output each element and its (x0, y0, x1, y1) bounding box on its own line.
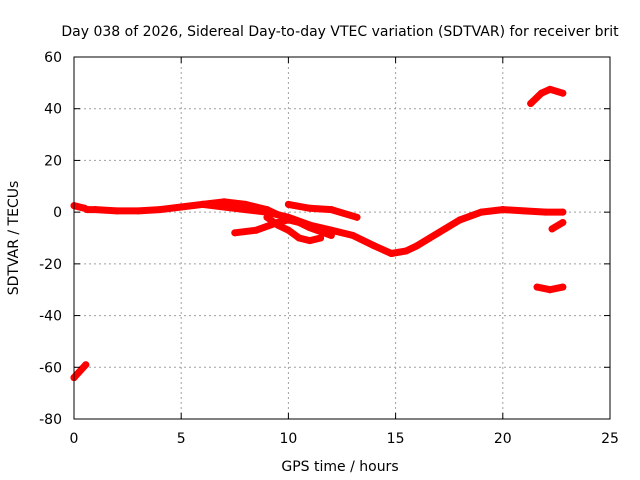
plot-area (70, 85, 567, 382)
data-point (284, 226, 292, 234)
data-point (546, 85, 554, 93)
data-point (220, 198, 228, 206)
data-point (542, 208, 550, 216)
x-tick-label: 25 (601, 431, 619, 447)
data-point (559, 218, 567, 226)
data-point (370, 242, 378, 250)
data-point (413, 242, 421, 250)
y-tick-label: -80 (39, 412, 62, 428)
data-point (477, 208, 485, 216)
data-point (548, 225, 556, 233)
x-tick-label: 0 (70, 431, 79, 447)
x-tick-label: 5 (177, 431, 186, 447)
data-point (533, 283, 541, 291)
data-point (527, 100, 535, 108)
data-point (434, 229, 442, 237)
x-tick-label: 15 (387, 431, 405, 447)
series-line-arc-late-morning (284, 200, 361, 221)
y-tick-label: 40 (44, 102, 62, 118)
data-point (199, 200, 207, 208)
data-point (81, 204, 89, 212)
y-tick-label: -40 (39, 309, 62, 325)
x-tick-label: 20 (494, 431, 512, 447)
data-point (387, 250, 395, 258)
data-point (349, 231, 357, 239)
y-axis-label: SDTVAR / TECUs (6, 181, 22, 296)
y-tick-label: 0 (53, 205, 62, 221)
x-axis-label: GPS time / hours (281, 459, 398, 475)
y-tick-label: 20 (44, 153, 62, 169)
data-point (327, 231, 335, 239)
data-point (156, 206, 164, 214)
data-point (113, 207, 121, 215)
axis-ticks: 0 5 10 15 20 25 -80 -60 -40 -20 0 20 40 60 (39, 50, 619, 447)
data-point (499, 206, 507, 214)
data-point (274, 211, 282, 219)
data-point (284, 200, 292, 208)
data-point (559, 208, 567, 216)
data-point (134, 207, 142, 215)
data-point (263, 213, 271, 221)
data-point (263, 206, 271, 214)
data-point (284, 216, 292, 224)
data-point (546, 286, 554, 294)
data-point (317, 234, 325, 242)
plot-border (73, 56, 611, 420)
data-point (520, 207, 528, 215)
y-tick-label: 60 (44, 50, 62, 66)
data-point (295, 218, 303, 226)
data-point (559, 89, 567, 97)
data-point (559, 283, 567, 291)
y-tick-label: -20 (39, 257, 62, 273)
data-point (177, 203, 185, 211)
data-point (306, 237, 314, 245)
data-point (456, 216, 464, 224)
data-point (274, 221, 282, 229)
data-point (353, 213, 361, 221)
grid-lines (74, 57, 610, 419)
data-point (327, 206, 335, 214)
data-point (252, 226, 260, 234)
x-tick-label: 10 (279, 431, 297, 447)
data-point (295, 234, 303, 242)
y-tick-label: -60 (39, 360, 62, 376)
chart-title: Day 038 of 2026, Sidereal Day-to-day VTE… (61, 24, 619, 40)
data-point (402, 247, 410, 255)
data-point (306, 204, 314, 212)
data-point (82, 361, 90, 369)
data-point (231, 229, 239, 237)
data-point (242, 200, 250, 208)
data-point (306, 224, 314, 232)
data-point (91, 206, 99, 214)
data-point (537, 89, 545, 97)
series-line-arc-late-high (527, 85, 567, 107)
